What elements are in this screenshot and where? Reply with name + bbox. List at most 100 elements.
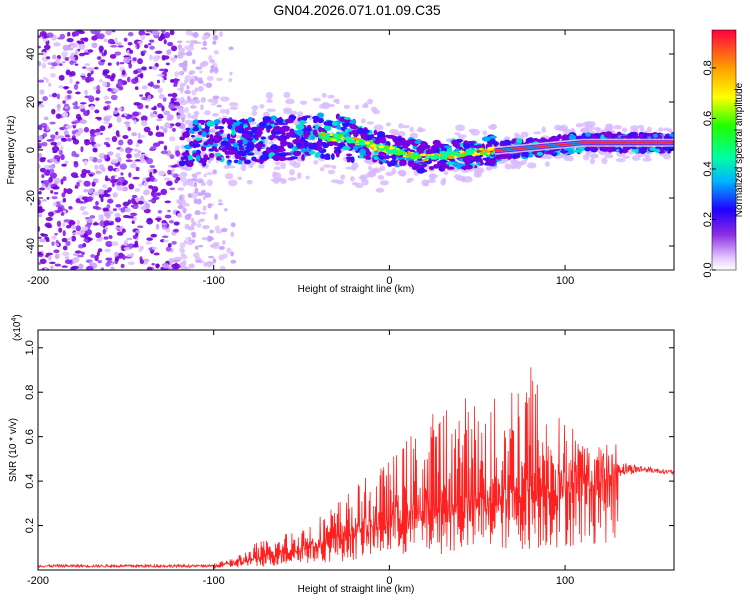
noise-dot [230, 231, 234, 238]
noise-dot [153, 105, 157, 110]
noise-dot [38, 142, 44, 146]
ridge-core [585, 132, 591, 137]
colorbar-ticks: 0.0 0.2 0.4 0.6 0.8 [702, 60, 716, 278]
noise-dot [201, 47, 208, 50]
noise-dot [92, 205, 100, 210]
noise-dot [157, 170, 166, 176]
noise-dot [108, 235, 113, 239]
noise-dot [162, 263, 170, 269]
colorbar-tick-label: 0.2 [702, 212, 714, 227]
noise-dot [60, 212, 65, 216]
ridge-halo [289, 160, 297, 167]
ridge-halo [340, 174, 346, 180]
ridge-core [481, 136, 491, 142]
ridge-halo [272, 171, 278, 177]
ridge-core [278, 156, 287, 162]
noise-dot [161, 222, 167, 226]
ridge-halo [429, 173, 436, 180]
noise-dot [148, 130, 154, 136]
ridge-core [331, 153, 335, 161]
noise-dot [94, 147, 98, 153]
ridge-halo [488, 124, 497, 130]
noise-dot [85, 265, 94, 270]
ridge-peak [407, 150, 411, 154]
noise-dot [177, 108, 185, 114]
ridge-peak [424, 156, 429, 160]
noise-dot [107, 74, 111, 79]
ridge-core [663, 146, 671, 151]
noise-dot [103, 106, 109, 111]
ridge-peak [357, 138, 363, 143]
noise-dot [187, 112, 192, 119]
snr-y-tick-label: 1.0 [24, 340, 36, 355]
noise-dot [201, 237, 209, 241]
ridge-core [378, 136, 387, 144]
ridge-core [254, 142, 262, 149]
ridge-halo [268, 140, 275, 145]
noise-dot [123, 37, 128, 42]
noise-dot [139, 72, 144, 79]
noise-dot [91, 181, 96, 187]
ridge-core [493, 141, 500, 147]
spectrogram-x-tick-label: 100 [556, 275, 574, 287]
ridge-halo [373, 124, 384, 131]
noise-dot [38, 124, 43, 131]
noise-dot [84, 159, 88, 166]
ridge-core [239, 150, 247, 157]
noise-dot [79, 119, 87, 124]
noise-dot [88, 77, 95, 82]
ridge-halo [510, 158, 518, 165]
noise-dot [133, 119, 137, 125]
ridge-core [201, 131, 207, 138]
ridge-core [258, 121, 267, 128]
noise-dot [47, 255, 52, 261]
noise-dot [184, 89, 191, 95]
ridge-core [378, 155, 385, 160]
noise-dot [66, 137, 72, 142]
spectrogram-x-tick-label: 0 [386, 275, 392, 287]
noise-dot [68, 205, 73, 209]
noise-dot [167, 209, 171, 213]
noise-dot [83, 126, 90, 133]
noise-dot [84, 63, 91, 66]
noise-dot [112, 208, 117, 212]
noise-dot [64, 56, 69, 61]
ridge-core [188, 154, 193, 162]
ridge-core [475, 157, 482, 162]
snr-y-multiplier-exp: 4 [11, 318, 18, 322]
colorbar-gradient [711, 29, 737, 271]
ridge-peak [332, 133, 340, 137]
noise-dot [137, 225, 144, 229]
noise-dot [138, 30, 146, 37]
ridge-halo [441, 177, 447, 184]
ridge-core [435, 147, 440, 154]
ridge-core [192, 119, 200, 126]
ridge-halo [336, 179, 345, 185]
noise-dot [181, 201, 187, 208]
ridge-core [373, 155, 379, 161]
noise-dot [218, 245, 225, 251]
snr-y-tick-label: 0.2 [24, 518, 36, 533]
ridge-halo [183, 166, 193, 172]
noise-dot [194, 76, 199, 81]
noise-dot [202, 34, 210, 40]
ridge-halo [460, 175, 466, 183]
noise-dot [103, 220, 110, 227]
ridge-peak [378, 145, 385, 149]
noise-dot [109, 222, 113, 226]
noise-dot [195, 66, 202, 70]
ridge-halo [274, 161, 281, 166]
noise-dot [161, 132, 165, 137]
noise-dot [145, 105, 149, 109]
noise-dot [130, 252, 134, 258]
noise-dot [95, 232, 102, 239]
ridge-core [410, 162, 415, 167]
ridge-core [320, 153, 326, 159]
noise-dot [170, 165, 178, 168]
noise-dot [77, 40, 85, 45]
ridge-peak [445, 151, 449, 155]
noise-dot [166, 114, 174, 121]
noise-dot [64, 105, 69, 110]
ridge-halo [457, 134, 467, 139]
ridge-halo [206, 179, 213, 187]
